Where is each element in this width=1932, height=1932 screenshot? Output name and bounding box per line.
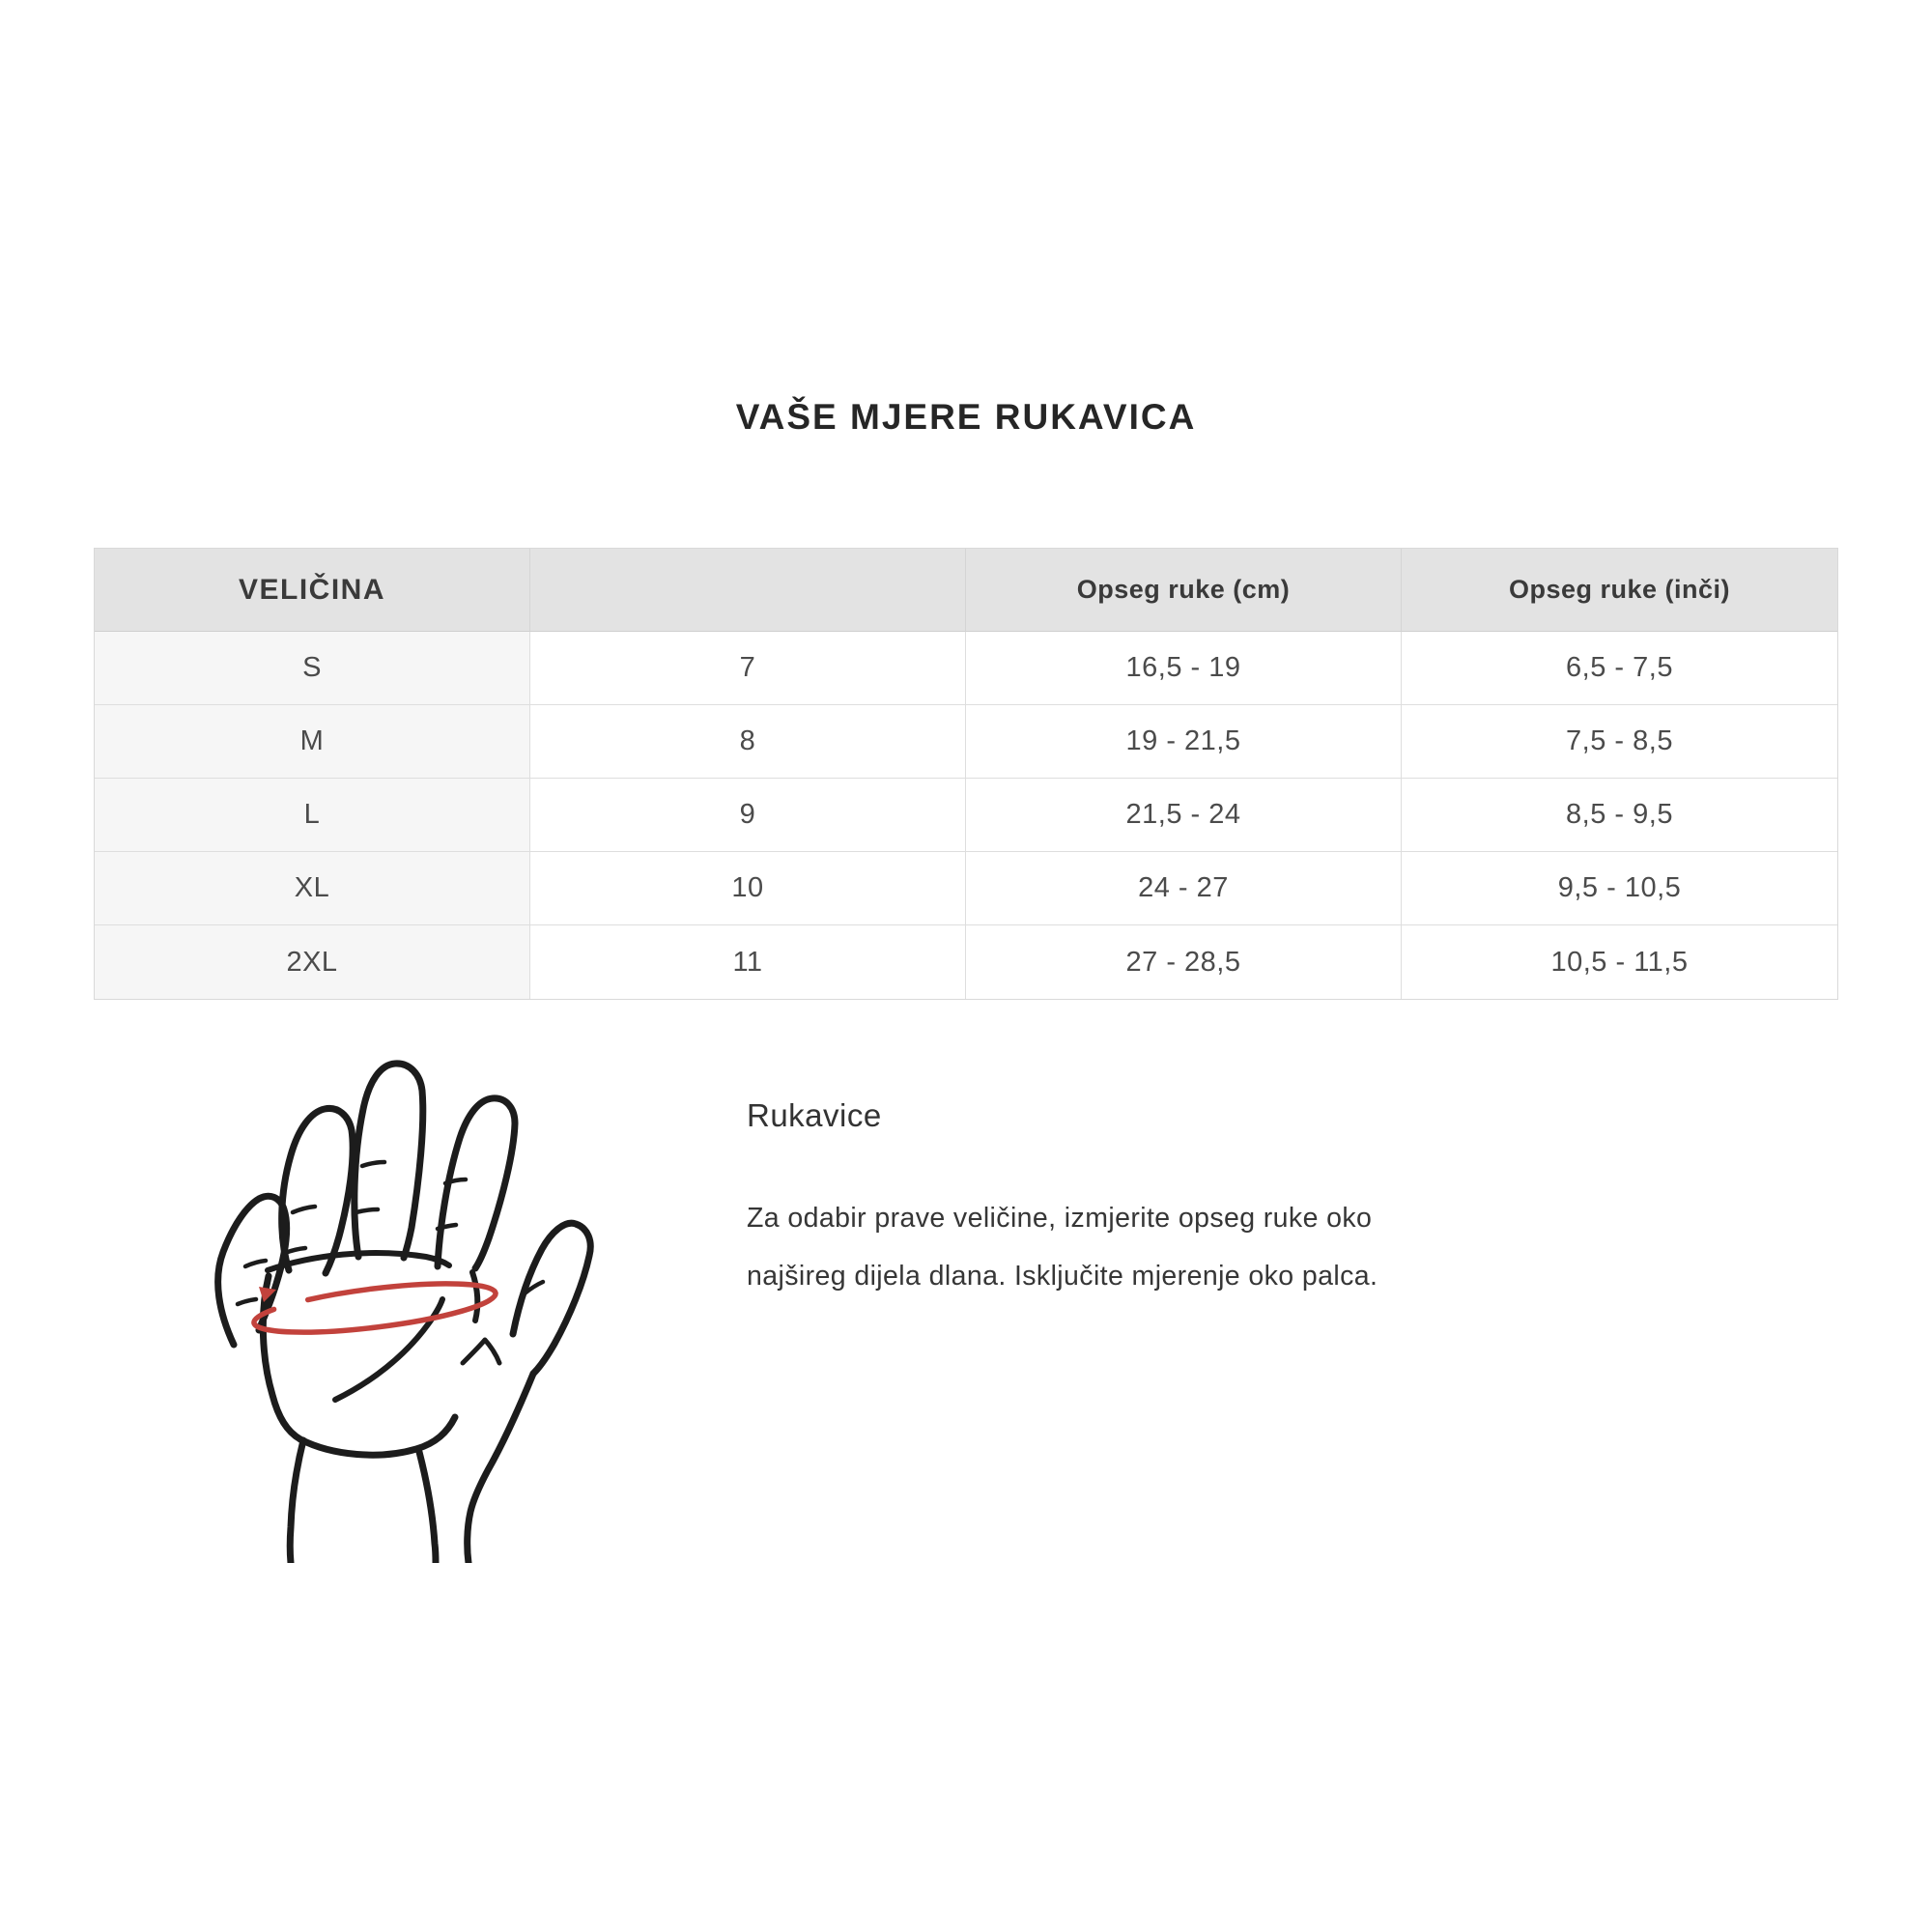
table-row: XL 10 24 - 27 9,5 - 10,5 xyxy=(95,852,1837,925)
table-header-row: VELIČINA Opseg ruke (cm) Opseg ruke (inč… xyxy=(95,549,1837,632)
cell-glove-number: 11 xyxy=(530,925,966,999)
page-title: VAŠE MJERE RUKAVICA xyxy=(735,397,1197,437)
guide-instruction-line: najšireg dijela dlana. Isključite mjeren… xyxy=(747,1261,1378,1292)
column-header-circumference-inches: Opseg ruke (inči) xyxy=(1402,549,1837,632)
cell-circumference-inches: 9,5 - 10,5 xyxy=(1402,852,1837,925)
table-row: 2XL 11 27 - 28,5 10,5 - 11,5 xyxy=(95,925,1837,999)
cell-glove-number: 10 xyxy=(530,852,966,925)
cell-size: S xyxy=(95,632,530,705)
table-row: L 9 21,5 - 24 8,5 - 9,5 xyxy=(95,779,1837,852)
cell-glove-number: 7 xyxy=(530,632,966,705)
guide-instruction-line: Za odabir prave veličine, izmjerite opse… xyxy=(747,1203,1373,1234)
cell-size: XL xyxy=(95,852,530,925)
guide-heading: Rukavice xyxy=(747,1097,882,1133)
cell-size: M xyxy=(95,705,530,779)
column-header-glove-number xyxy=(530,549,966,632)
cell-circumference-cm: 16,5 - 19 xyxy=(966,632,1402,705)
cell-size: L xyxy=(95,779,530,852)
cell-circumference-cm: 19 - 21,5 xyxy=(966,705,1402,779)
guide-instructions: Za odabir prave veličine, izmjerite opse… xyxy=(747,1189,1378,1305)
cell-circumference-cm: 27 - 28,5 xyxy=(966,925,1402,999)
cell-glove-number: 8 xyxy=(530,705,966,779)
table-row: M 8 19 - 21,5 7,5 - 8,5 xyxy=(95,705,1837,779)
cell-circumference-inches: 8,5 - 9,5 xyxy=(1402,779,1837,852)
cell-circumference-cm: 21,5 - 24 xyxy=(966,779,1402,852)
cell-circumference-inches: 6,5 - 7,5 xyxy=(1402,632,1837,705)
table-row: S 7 16,5 - 19 6,5 - 7,5 xyxy=(95,632,1837,705)
glove-size-table: VELIČINA Opseg ruke (cm) Opseg ruke (inč… xyxy=(94,548,1838,1000)
tape-arrowhead-icon xyxy=(259,1287,276,1302)
column-header-circumference-cm: Opseg ruke (cm) xyxy=(966,549,1402,632)
cell-circumference-inches: 7,5 - 8,5 xyxy=(1402,705,1837,779)
measuring-tape-icon xyxy=(251,1281,498,1335)
hand-outline xyxy=(214,1060,594,1563)
cell-size: 2XL xyxy=(95,925,530,999)
column-header-size: VELIČINA xyxy=(95,549,530,632)
cell-circumference-inches: 10,5 - 11,5 xyxy=(1550,946,1689,978)
hand-measure-icon xyxy=(214,1060,594,1563)
cell-circumference-cm: 24 - 27 xyxy=(966,852,1402,925)
cell-glove-number: 9 xyxy=(530,779,966,852)
